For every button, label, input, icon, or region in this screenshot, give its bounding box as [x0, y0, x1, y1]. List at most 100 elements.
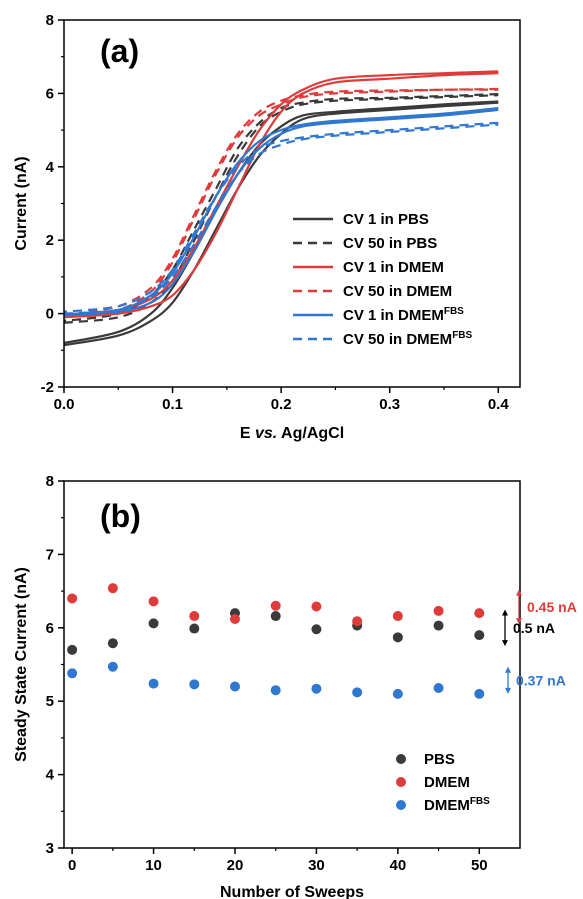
panel-b-y-axis: 3 4 5 6 7 8: [46, 473, 64, 857]
data-point-dmem: [230, 613, 240, 624]
data-point-dmem-fbs: [311, 683, 322, 694]
panel-a-legend: CV 1 in PBS CV 50 in PBS CV 1 in DMEM CV 50…: [293, 211, 473, 348]
x-tick-label: 40: [390, 857, 407, 874]
panel-a-frame: [63, 19, 521, 388]
data-point-pbs: [433, 620, 444, 631]
legend-swatch-dmem-fbs: [396, 800, 406, 810]
data-point-dmem-fbs: [107, 661, 118, 672]
data-point-dmem: [433, 605, 444, 616]
y-tick-label: 0: [46, 306, 54, 323]
y-tick-label: 8: [46, 12, 54, 29]
data-point-dmem-fbs: [392, 688, 403, 699]
legend-swatch-dmem: [396, 777, 406, 787]
y-tick-label: 4: [46, 159, 55, 176]
data-point-dmem-fbs: [230, 681, 240, 692]
data-point-dmem: [392, 611, 403, 622]
legend-label-text: CV 1 in DMEM: [343, 307, 444, 324]
panel-b-frame: [63, 480, 521, 849]
x-tick-label: 10: [145, 857, 162, 874]
x-tick-label: 50: [471, 857, 488, 874]
x-axis-title-pre: E: [240, 425, 255, 442]
panel-a-label: (a): [100, 33, 139, 69]
data-point-dmem-fbs: [189, 679, 200, 690]
y-tick-label: 4: [46, 767, 55, 784]
data-point-dmem: [67, 593, 78, 604]
y-tick-label: 5: [46, 693, 54, 710]
panel-a-x-axis-title: E vs. Ag/AgCl: [240, 425, 344, 442]
data-point-pbs: [474, 630, 485, 641]
series-line-cv-1-in-dmem-forward: [63, 72, 499, 319]
x-tick-label: 0.3: [379, 396, 400, 413]
series-line-cv-1-in-dmem-fbs-reverse: [63, 107, 499, 316]
data-point-dmem-fbs: [67, 668, 78, 679]
data-point-dmem: [352, 616, 363, 627]
legend-label-text: CV 1 in DMEM: [343, 259, 444, 276]
arrow-head-down: [502, 640, 508, 647]
data-point-dmem: [270, 600, 281, 611]
series-line-cv-1-in-pbs-forward: [63, 101, 499, 347]
series-line-cv-50-in-dmem-forward: [63, 88, 499, 319]
range-label-0-37-na: 0.37 nA: [516, 672, 566, 688]
arrow-head-up: [505, 666, 511, 673]
panel-b-annotations: 0.45 nA 0.5 nA 0.37 nA: [502, 589, 577, 694]
data-point-dmem: [311, 601, 322, 612]
range-label-0-5-na: 0.5 nA: [513, 620, 555, 636]
data-point-pbs: [148, 618, 159, 629]
data-point-dmem-fbs: [270, 685, 281, 696]
data-point-dmem-fbs: [474, 688, 485, 699]
x-tick-label: 0: [68, 857, 76, 874]
panel-b-points: [67, 583, 485, 699]
legend-swatch-pbs: [396, 754, 406, 764]
data-point-pbs: [67, 644, 78, 655]
arrow-head-up: [502, 609, 508, 616]
data-point-pbs: [270, 611, 281, 622]
data-point-pbs: [107, 638, 118, 649]
data-point-dmem-fbs: [352, 687, 363, 698]
y-tick-label: -2: [41, 379, 54, 396]
x-tick-label: 0.0: [54, 396, 75, 413]
x-axis-title-post: Ag/AgCl: [277, 425, 344, 442]
data-point-pbs: [392, 632, 403, 643]
series-line-cv-50-in-pbs-reverse: [63, 93, 499, 322]
data-point-dmem-fbs: [148, 678, 159, 689]
panel-a-y-axis: -2 0 2 4 6 8: [41, 12, 64, 396]
legend-label-cv-50-in-pbs: CV 50 in PBS: [343, 235, 437, 252]
panel-b-label: (b): [100, 498, 141, 534]
legend-label-cv-1-in-pbs: CV 1 in PBS: [343, 211, 429, 228]
panel-a-x-axis: 0.0 0.1 0.2 0.3 0.4: [54, 387, 509, 413]
data-point-dmem-fbs: [433, 682, 444, 693]
panel-b-x-axis-title: Number of Sweeps: [220, 884, 364, 899]
data-point-dmem: [474, 608, 485, 619]
arrow-head-down: [516, 618, 522, 625]
x-tick-label: 0.1: [162, 396, 183, 413]
x-tick-label: 30: [308, 857, 325, 874]
data-point-pbs: [311, 624, 322, 635]
legend-label-cv-1-in-dmem-fbs: CV 1 in DMEMFBS: [343, 306, 464, 324]
x-axis-title-italic: vs.: [255, 425, 277, 442]
legend-label-dmem-fbs: DMEMFBS: [424, 796, 490, 814]
panel-a-series: [63, 70, 499, 347]
range-label-0-45-na: 0.45 nA: [527, 599, 577, 615]
data-point-dmem: [148, 596, 159, 607]
legend-label-text: CV 1 in PBS: [343, 211, 429, 228]
data-point-dmem: [189, 611, 200, 622]
series-line-cv-1-in-dmem-fbs-forward: [63, 108, 499, 317]
series-line-cv-50-in-dmem-fbs-reverse: [63, 121, 499, 313]
x-tick-label: 0.2: [271, 396, 292, 413]
panel-b-y-axis-title: Steady State Current (nA): [13, 567, 30, 762]
legend-label-pbs: PBS: [424, 751, 455, 768]
legend-label-text: DMEM: [424, 797, 470, 814]
x-tick-label: 20: [227, 857, 244, 874]
y-tick-label: 7: [46, 546, 54, 563]
data-point-pbs: [189, 623, 200, 634]
legend-label-cv-50-in-dmem-fbs: CV 50 in DMEMFBS: [343, 330, 473, 348]
panel-a-y-axis-title: Current (nA): [13, 156, 30, 250]
legend-label-text: CV 50 in DMEM: [343, 331, 452, 348]
legend-label-cv-50-in-dmem: CV 50 in DMEM: [343, 283, 452, 300]
y-tick-label: 6: [46, 85, 54, 102]
legend-label-text: CV 50 in PBS: [343, 235, 437, 252]
y-tick-label: 6: [46, 620, 54, 637]
legend-label-cv-1-in-dmem: CV 1 in DMEM: [343, 259, 444, 276]
